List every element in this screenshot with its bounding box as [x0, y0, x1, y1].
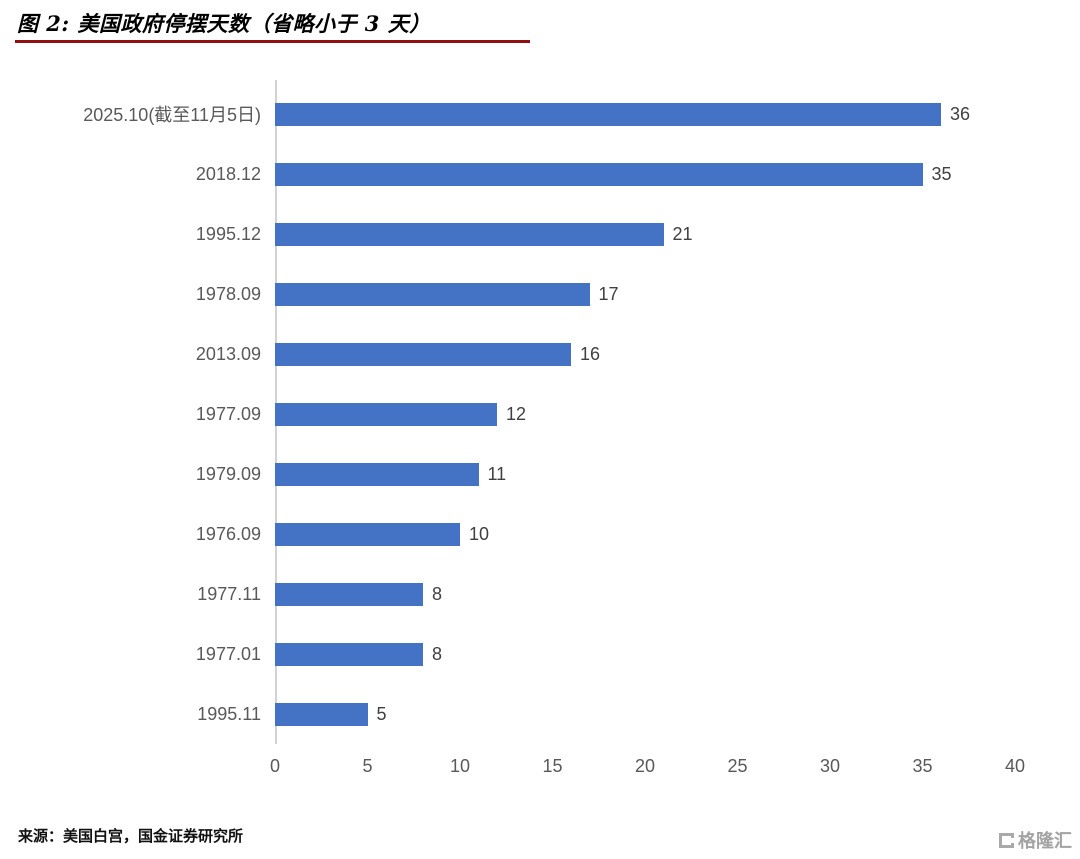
x-tick-label: 25: [727, 756, 748, 776]
chart-row: 2018.12 35: [0, 144, 1015, 204]
x-tick-label: 0: [269, 756, 281, 776]
value-label: 12: [506, 403, 527, 424]
figure-title: 图 2: 美国政府停摆天数（省略小于 3 天）: [17, 11, 431, 36]
bar: [275, 582, 423, 606]
chart-rows: 2025.10(截至11月5日) 36 2018.12 35 1995.12 21 1978…: [0, 84, 1015, 744]
bar-track: 35: [275, 144, 1015, 204]
category-label: 1977.09: [195, 403, 261, 424]
x-tick-label: 15: [542, 756, 563, 776]
bar: [275, 702, 368, 726]
title-underline: [15, 40, 530, 43]
category-label: 1976.09: [195, 523, 261, 544]
chart-row: 1995.11 5: [0, 684, 1015, 744]
bar-track: 21: [275, 204, 1015, 264]
bar-track: 5: [275, 684, 1015, 744]
chart-row: 1977.11 8: [0, 564, 1015, 624]
gelonghui-logo: 格隆汇: [999, 827, 1072, 853]
gelonghui-logo-text: 格隆汇: [1018, 831, 1072, 852]
bar-track: 10: [275, 504, 1015, 564]
chart-row: 1977.01 8: [0, 624, 1015, 684]
x-tick-label: 20: [634, 756, 656, 776]
chart-row: 2013.09 16: [0, 324, 1015, 384]
value-label: 8: [432, 643, 443, 664]
bar: [275, 282, 590, 306]
chart-row: 1995.12 21: [0, 204, 1015, 264]
value-label: 10: [469, 523, 490, 544]
source-note: 来源：美国白宫，国金证券研究所: [18, 827, 244, 845]
chart-row: 2025.10(截至11月5日) 36: [0, 84, 1015, 144]
x-axis: 0 5 10 15 20 25 30 35 40: [270, 756, 1025, 782]
value-label: 11: [487, 463, 507, 484]
bar-track: 36: [275, 84, 1015, 144]
bar: [275, 162, 923, 186]
x-tick-label: 35: [912, 756, 933, 776]
category-label: 1979.09: [195, 463, 261, 484]
bar: [275, 102, 941, 126]
x-tick-label: 40: [1004, 756, 1026, 776]
bar: [275, 462, 479, 486]
category-label: 2013.09: [195, 343, 261, 364]
x-tick-label: 30: [819, 756, 841, 776]
value-label: 17: [598, 283, 619, 304]
bar: [275, 342, 571, 366]
bar-track: 8: [275, 624, 1015, 684]
bar: [275, 402, 497, 426]
bar: [275, 642, 423, 666]
value-label: 16: [580, 343, 601, 364]
gelonghui-logo-icon: [999, 832, 1014, 848]
value-label: 36: [950, 103, 971, 124]
x-tick-label: 10: [449, 756, 471, 776]
category-label: 1978.09: [195, 283, 261, 304]
bar-track: 16: [275, 324, 1015, 384]
chart-row: 1977.09 12: [0, 384, 1015, 444]
value-label: 35: [931, 163, 952, 184]
value-label: 8: [432, 583, 443, 604]
bar-track: 8: [275, 564, 1015, 624]
value-label: 21: [672, 223, 693, 244]
category-label: 1977.11: [197, 583, 261, 604]
chart-row: 1979.09 11: [0, 444, 1015, 504]
category-label: 2018.12: [195, 163, 261, 184]
category-label: 1995.11: [197, 703, 261, 724]
chart-row: 1978.09 17: [0, 264, 1015, 324]
category-label: 1995.12: [195, 223, 261, 244]
bar-track: 17: [275, 264, 1015, 324]
bar: [275, 222, 664, 246]
category-label: 2025.10(截至11月5日): [83, 105, 261, 125]
bar: [275, 522, 460, 546]
category-label: 1977.01: [195, 643, 261, 664]
chart-row: 1976.09 10: [0, 504, 1015, 564]
bar-track: 11: [275, 444, 1015, 504]
bar-track: 12: [275, 384, 1015, 444]
x-tick-label: 5: [362, 756, 373, 776]
value-label: 5: [376, 703, 387, 724]
